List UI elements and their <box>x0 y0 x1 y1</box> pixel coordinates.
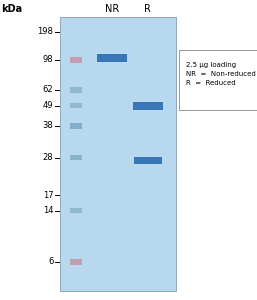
FancyBboxPatch shape <box>60 16 176 291</box>
FancyBboxPatch shape <box>70 57 82 63</box>
FancyBboxPatch shape <box>70 155 82 160</box>
Text: 17: 17 <box>43 190 53 200</box>
Text: 62: 62 <box>43 85 53 94</box>
Text: 6: 6 <box>48 257 53 266</box>
Text: kDa: kDa <box>1 4 22 14</box>
Text: 98: 98 <box>43 56 53 64</box>
FancyBboxPatch shape <box>70 87 82 93</box>
FancyBboxPatch shape <box>70 103 82 108</box>
Text: 49: 49 <box>43 101 53 110</box>
FancyBboxPatch shape <box>134 157 162 164</box>
FancyBboxPatch shape <box>179 50 257 110</box>
FancyBboxPatch shape <box>70 208 82 213</box>
Text: 28: 28 <box>43 153 53 162</box>
FancyBboxPatch shape <box>70 259 82 265</box>
Text: NR: NR <box>105 4 119 14</box>
Text: 38: 38 <box>43 122 53 130</box>
Text: 2.5 μg loading
NR  =  Non-reduced
R  =  Reduced: 2.5 μg loading NR = Non-reduced R = Redu… <box>186 61 255 85</box>
Text: 14: 14 <box>43 206 53 215</box>
FancyBboxPatch shape <box>97 54 127 61</box>
Text: R: R <box>144 4 151 14</box>
Text: 198: 198 <box>38 27 53 36</box>
FancyBboxPatch shape <box>133 102 162 110</box>
FancyBboxPatch shape <box>70 123 82 129</box>
